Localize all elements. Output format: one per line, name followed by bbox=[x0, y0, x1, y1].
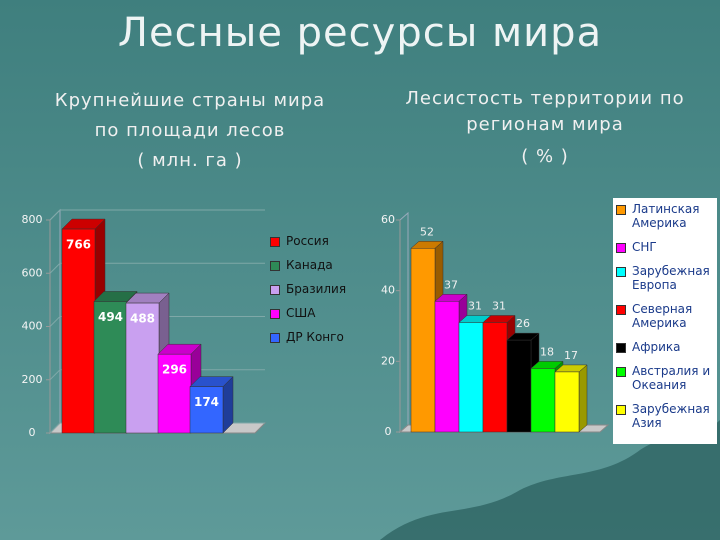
legend-item: Зарубежная Азия bbox=[616, 402, 714, 430]
data-label: 766 bbox=[66, 238, 91, 252]
data-label: 296 bbox=[162, 363, 187, 377]
legend-label: Бразилия bbox=[286, 282, 347, 296]
legend-item: Латинская Америка bbox=[616, 202, 714, 230]
legend-label: Канада bbox=[286, 258, 333, 272]
legend-label: Северная Америка bbox=[632, 302, 693, 330]
legend-label: Латинская Америка bbox=[632, 202, 700, 230]
grid-line bbox=[49, 209, 265, 221]
grid-line bbox=[49, 316, 265, 327]
legend-swatch bbox=[616, 305, 626, 315]
bar-side bbox=[578, 364, 588, 433]
legend-swatch bbox=[616, 205, 626, 215]
data-label: 174 bbox=[194, 395, 219, 409]
plot-wall bbox=[399, 211, 409, 434]
data-label: 31 bbox=[492, 299, 506, 312]
bar bbox=[410, 248, 436, 433]
data-label: 26 bbox=[516, 317, 530, 330]
legend-item: ДР Конго bbox=[270, 330, 352, 344]
y-tick-label: 0 bbox=[385, 425, 392, 438]
legend-item: Северная Америка bbox=[616, 302, 714, 330]
y-tick-label: 40 bbox=[381, 284, 395, 297]
slide-title: Лесные ресурсы мира bbox=[117, 10, 603, 56]
bar bbox=[61, 228, 96, 434]
data-label: 52 bbox=[420, 225, 434, 238]
chart-title-line: ( млн. га ) bbox=[137, 150, 243, 171]
legend-label: Зарубежная Азия bbox=[632, 402, 710, 430]
grid-line bbox=[49, 262, 265, 274]
chart-title-line: по площади лесов bbox=[94, 120, 286, 141]
y-tick-label: 800 bbox=[22, 213, 43, 226]
legend-item: Зарубежная Европа bbox=[616, 264, 714, 292]
legend-swatch bbox=[270, 285, 280, 295]
legend-swatch bbox=[616, 405, 626, 415]
legend-label: Африка bbox=[632, 340, 681, 354]
y-tick-label: 400 bbox=[22, 320, 43, 333]
bar bbox=[482, 322, 508, 433]
bar bbox=[554, 371, 580, 433]
bar bbox=[93, 301, 128, 434]
bar bbox=[530, 368, 556, 433]
legend-label: Австралия и Океания bbox=[632, 364, 711, 392]
legend-swatch bbox=[616, 243, 626, 253]
bar bbox=[125, 302, 160, 434]
y-tick-label: 20 bbox=[381, 354, 395, 367]
legend-item: Африка bbox=[616, 340, 714, 354]
chart-title: Лесистость территории по регионам мира (… bbox=[380, 86, 710, 170]
chart-title-line: Лесистость территории по регионам мира bbox=[405, 88, 685, 135]
y-tick-label: 200 bbox=[22, 373, 43, 386]
data-label: 37 bbox=[444, 278, 458, 291]
legend-item: США bbox=[270, 306, 352, 320]
legend-item: Австралия и Океания bbox=[616, 364, 714, 392]
chart-title: Крупнейшие страны мира по площади лесов … bbox=[10, 86, 370, 176]
data-label: 31 bbox=[468, 299, 482, 312]
legend-item: Россия bbox=[270, 234, 352, 248]
legend-label: Россия bbox=[286, 234, 329, 248]
legend-swatch bbox=[270, 309, 280, 319]
data-label: 494 bbox=[98, 310, 123, 324]
legend-swatch bbox=[616, 367, 626, 377]
legend-swatch bbox=[270, 261, 280, 271]
data-label: 17 bbox=[564, 349, 578, 362]
legend-label: США bbox=[286, 306, 316, 320]
bar bbox=[506, 339, 532, 433]
y-tick-label: 600 bbox=[22, 266, 43, 279]
y-tick-label: 60 bbox=[381, 213, 395, 226]
legend-label: ДР Конго bbox=[286, 330, 344, 344]
legend-label: Зарубежная Европа bbox=[632, 264, 710, 292]
bar bbox=[157, 353, 192, 434]
legend: Латинская Америка СНГ Зарубежная Европа Сев… bbox=[613, 198, 717, 444]
legend-item: СНГ bbox=[616, 240, 714, 254]
data-label: 18 bbox=[540, 345, 554, 358]
bar bbox=[189, 386, 224, 434]
decoration bbox=[380, 420, 720, 540]
legend-label: СНГ bbox=[632, 240, 657, 254]
bar bbox=[458, 322, 484, 433]
legend: Россия Канада Бразилия США ДР Конго bbox=[267, 230, 355, 358]
data-label: 488 bbox=[130, 312, 155, 326]
legend-swatch bbox=[270, 237, 280, 247]
legend-item: Канада bbox=[270, 258, 352, 272]
legend-swatch bbox=[270, 333, 280, 343]
legend-swatch bbox=[616, 343, 626, 353]
chart-title-line: ( % ) bbox=[521, 146, 569, 167]
legend-item: Бразилия bbox=[270, 282, 352, 296]
bar bbox=[434, 301, 460, 433]
chart-title-line: Крупнейшие страны мира bbox=[54, 90, 326, 111]
legend-swatch bbox=[616, 267, 626, 277]
y-tick-label: 0 bbox=[29, 426, 36, 439]
